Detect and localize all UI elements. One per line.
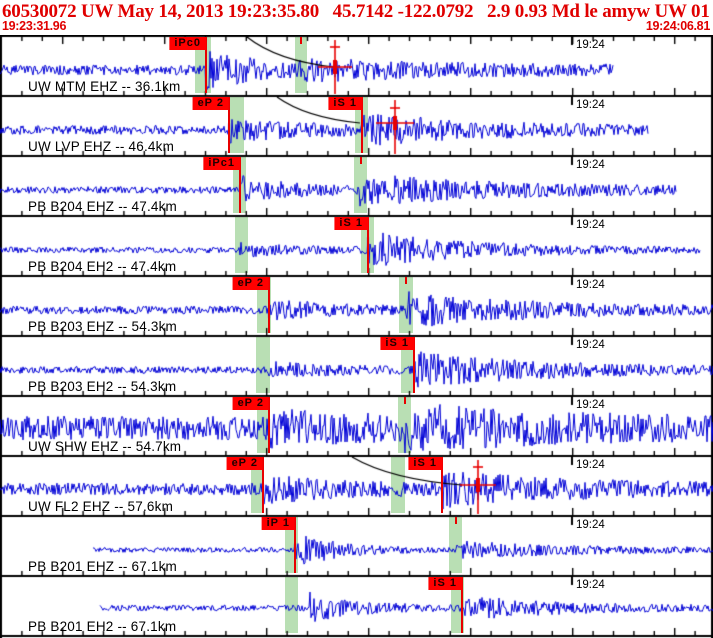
minute-label: 19:24 [576, 579, 605, 591]
pick-flag[interactable]: iS 1 [328, 97, 362, 110]
seismogram-panel-9[interactable] [0, 517, 713, 575]
predicted-arrival-tick [405, 277, 407, 284]
seismogram-panel-3[interactable] [0, 157, 713, 215]
station-label: PB B201 EHZ -- 67.1km [28, 559, 178, 574]
station-label: PB B204 EHZ -- 47.4km [28, 199, 178, 214]
station-label: UW MTM EHZ -- 36.1km [28, 79, 181, 94]
seismogram-panel-2[interactable] [0, 97, 713, 155]
pick-line[interactable] [461, 577, 463, 633]
pick-flag[interactable]: eP 2 [226, 457, 263, 470]
minute-label: 19:24 [576, 99, 605, 111]
seismogram-panel-8[interactable] [0, 457, 713, 515]
minute-label: 19:24 [576, 39, 605, 51]
pick-line[interactable] [268, 277, 270, 333]
pick-line[interactable] [268, 397, 270, 453]
minute-label: 19:24 [576, 519, 605, 531]
station-label: PB B203 EHZ -- 54.3km [28, 319, 178, 334]
minute-label: 19:24 [576, 219, 605, 231]
window-end-time: 19:24:06.81 [645, 19, 710, 33]
minute-label: 19:24 [576, 279, 605, 291]
station-label: UW LVP EHZ -- 46.4km [28, 139, 175, 154]
minute-label: 19:24 [576, 399, 605, 411]
station-label: PB B201 EH2 -- 67.1km [28, 619, 177, 634]
station-label: PB B203 EH2 -- 54.3km [28, 379, 177, 394]
pick-flag[interactable]: iS 1 [428, 577, 462, 590]
pick-line[interactable] [367, 217, 369, 273]
pick-flag[interactable]: eP 2 [232, 397, 269, 410]
pick-flag[interactable]: iP 1 [261, 517, 295, 530]
predicted-arrival-tick [454, 517, 457, 524]
window-start-time: 19:23:31.96 [2, 19, 67, 33]
pick-line[interactable] [239, 157, 241, 213]
pick-flag[interactable]: iPc1 [203, 157, 240, 170]
pick-line[interactable] [262, 457, 264, 513]
minute-label: 19:24 [576, 339, 605, 351]
minute-label: 19:24 [576, 159, 605, 171]
pick-flag[interactable]: iS 1 [380, 337, 414, 350]
pick-flag[interactable]: eP 2 [192, 97, 229, 110]
pick-line[interactable] [413, 337, 415, 393]
pick-line[interactable] [228, 97, 230, 153]
station-label: PB B204 EH2 -- 47.4km [28, 259, 177, 274]
station-label: UW FL2 EHZ -- 57.6km [28, 499, 174, 514]
waveform-canvas[interactable] [0, 35, 713, 638]
seismogram-panel-1[interactable] [0, 37, 713, 95]
pick-flag[interactable]: iPc0 [169, 37, 206, 50]
pick-line[interactable] [361, 97, 363, 153]
pick-flag[interactable]: iS 1 [334, 217, 368, 230]
seismogram-panel-4[interactable] [0, 217, 713, 275]
pick-line[interactable] [441, 457, 443, 513]
waveform-panels-area: iPc0 19:24 UW MTM EHZ -- 36.1km eP 2 iS 1 19:… [0, 35, 713, 638]
predicted-arrival-tick [403, 397, 406, 404]
seismogram-panel-7[interactable] [0, 397, 713, 455]
pick-line[interactable] [294, 517, 296, 573]
seismogram-panel-6[interactable] [0, 337, 713, 395]
event-header-title: 60530072 UW May 14, 2013 19:23:35.80 45.… [2, 1, 713, 22]
predicted-arrival-tick [300, 37, 302, 44]
seismogram-panel-10[interactable] [0, 577, 713, 635]
minute-label: 19:24 [576, 459, 605, 471]
seismogram-panel-5[interactable] [0, 277, 713, 335]
predicted-arrival-tick [359, 157, 362, 164]
station-label: UW SHW EHZ -- 54.7km [28, 439, 182, 454]
pick-flag[interactable]: iS 1 [408, 457, 442, 470]
pick-flag[interactable]: eP 2 [232, 277, 269, 290]
pick-line[interactable] [205, 37, 207, 93]
